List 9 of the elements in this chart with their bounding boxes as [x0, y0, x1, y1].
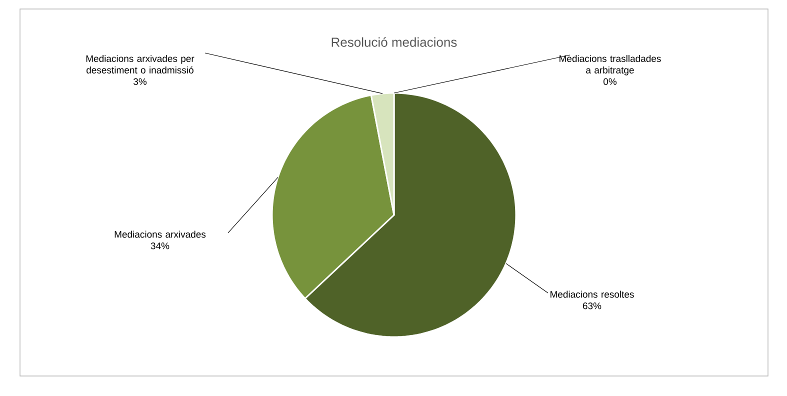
data-label: 63% — [582, 302, 602, 310]
slice-label: Mediacions arxivades — [114, 230, 206, 238]
text: 0% — [604, 78, 617, 85]
slice-label: Mediacions arxivades per desestiment o inadmissió — [86, 55, 194, 74]
data-label: 34% — [150, 242, 170, 250]
data-label: 3% — [134, 78, 147, 85]
slice-label: Mediacions resoltes — [550, 290, 634, 298]
category-label: Mediacions traslladades a arbitratge — [560, 55, 661, 76]
chart-title: Resolució mediacions — [332, 37, 457, 47]
